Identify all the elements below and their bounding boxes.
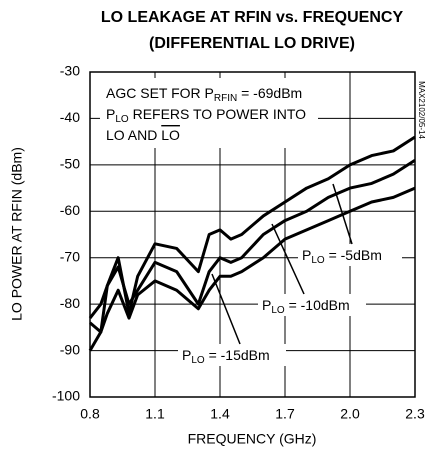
arrow: [211, 273, 241, 345]
label-part: P: [182, 347, 191, 363]
x-axis-label: FREQUENCY (GHz): [188, 431, 317, 447]
x-tick-label: 0.8: [80, 406, 100, 422]
side-note: MAX2102/05-14: [417, 81, 426, 139]
label-part: LO: [191, 355, 205, 366]
annotation: LO AND LO: [106, 127, 180, 143]
arrow: [271, 223, 305, 295]
label-part: LO: [311, 255, 325, 266]
x-tick-label: 2.0: [340, 406, 360, 422]
series-label: PLO = -15dBm: [182, 347, 270, 366]
series-line: [89, 135, 416, 334]
annotation: PLO REFERS TO POWER INTO: [106, 106, 306, 125]
callouts: [178, 183, 402, 366]
annotation: AGC SET FOR PRFIN = -69dBm: [106, 85, 302, 104]
y-tick-label: -70: [60, 248, 80, 264]
lines: [88, 135, 416, 352]
y-tick-label: -50: [60, 156, 80, 172]
series-line: [88, 186, 416, 352]
annotation-part: = -69dBm: [237, 85, 302, 101]
annotation-part: LO AND: [106, 127, 161, 143]
annotation-part: REFERS TO POWER INTO: [129, 106, 306, 122]
chart-title: LO LEAKAGE AT RFIN vs. FREQUENCY: [101, 9, 404, 26]
annotation-part: RFIN: [214, 93, 237, 104]
chart-title: (DIFFERENTIAL LO DRIVE): [149, 35, 355, 52]
label-part: = -15dBm: [205, 347, 270, 363]
label-part: = -5dBm: [325, 247, 382, 263]
x-tick-label: 1.4: [210, 406, 230, 422]
arrow: [332, 183, 353, 245]
plot-frame: [89, 71, 416, 398]
y-tick-label: -100: [52, 388, 80, 404]
y-tick-label: -90: [60, 341, 80, 357]
label-part: P: [262, 297, 271, 313]
y-tick-label: -30: [60, 63, 80, 79]
y-tick-label: -80: [60, 295, 80, 311]
x-tick-label: 1.7: [275, 406, 295, 422]
label-bg: [298, 244, 402, 266]
label-part: P: [302, 247, 311, 263]
label-bg: [178, 344, 286, 366]
y-tick-label: -60: [60, 202, 80, 218]
x-tick-label: 1.1: [145, 406, 165, 422]
annotation-part: LO: [115, 114, 129, 125]
annotation-box: [100, 78, 318, 148]
series-line: [88, 158, 416, 319]
y-tick-label: -40: [60, 109, 80, 125]
y-axis-label: LO POWER AT RFIN (dBm): [9, 147, 25, 321]
annotation-part: P: [106, 106, 115, 122]
x-tick-label: 2.3: [405, 406, 425, 422]
label-bg: [258, 294, 366, 316]
series-label: PLO = -5dBm: [302, 247, 382, 266]
annotation-part: LO: [161, 127, 180, 143]
series-label: PLO = -10dBm: [262, 297, 350, 316]
label-part: = -10dBm: [285, 297, 350, 313]
label-part: LO: [271, 305, 285, 316]
annotation-part: AGC SET FOR P: [106, 85, 214, 101]
